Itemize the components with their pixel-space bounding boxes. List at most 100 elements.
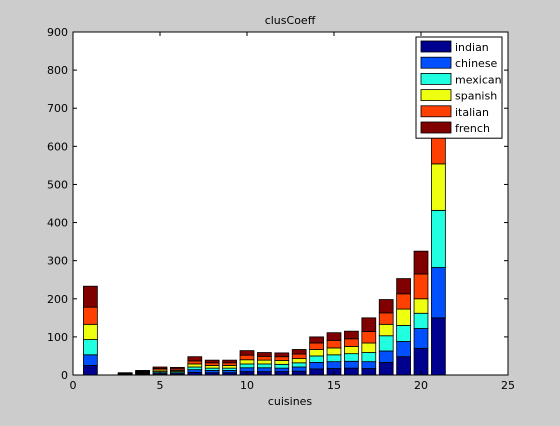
bar-segment-french-16 (344, 331, 358, 339)
y-tick-label: 200 (47, 293, 68, 306)
bar-segment-spanish-8 (205, 365, 219, 368)
chart-title: clusCoeff (265, 14, 316, 27)
bar-segment-italian-15 (327, 340, 341, 348)
bar-segment-indian-21 (431, 318, 445, 375)
bar-segment-indian-17 (362, 369, 376, 375)
bar-segment-french-19 (397, 279, 411, 294)
bar-segment-chinese-12 (275, 368, 289, 371)
bar-segment-mexican-18 (379, 336, 393, 351)
bar-segment-indian-11 (257, 372, 271, 375)
bar-segment-french-9 (223, 360, 237, 363)
y-tick-label: 700 (47, 102, 68, 115)
bar-segment-french-10 (240, 351, 254, 356)
bar-segment-spanish-14 (310, 349, 324, 355)
bar-segment-mexican-11 (257, 364, 271, 368)
bar-segment-indian-13 (292, 371, 306, 375)
bar-segment-chinese-17 (362, 362, 376, 369)
bar-segment-italian-14 (310, 343, 324, 349)
y-tick-label: 300 (47, 255, 68, 268)
x-tick-label: 15 (327, 379, 341, 392)
bar-segment-spanish-12 (275, 361, 289, 365)
bar-segment-mexican-20 (414, 313, 428, 328)
y-tick-label: 600 (47, 140, 68, 153)
bar-segment-italian-16 (344, 339, 358, 347)
bar-segment-chinese-18 (379, 351, 393, 362)
y-tick-label: 900 (47, 26, 68, 39)
legend-swatch-spanish (421, 90, 451, 101)
bar-segment-chinese-16 (344, 361, 358, 368)
bar-segment-spanish-10 (240, 360, 254, 364)
bar-segment-spanish-16 (344, 346, 358, 353)
bar-segment-italian-1 (83, 307, 97, 324)
x-tick-label: 5 (157, 379, 164, 392)
bar-segment-mexican-12 (275, 364, 289, 368)
bar-segment-french-20 (414, 251, 428, 274)
legend-label-indian: indian (455, 41, 489, 54)
legend-label-french: french (455, 122, 490, 135)
bar-segment-mexican-10 (240, 364, 254, 368)
bar-segment-french-15 (327, 333, 341, 341)
bar-segment-spanish-7 (188, 364, 202, 367)
bar-segment-italian-9 (223, 363, 237, 366)
bar-segment-mexican-19 (397, 325, 411, 341)
bar-segment-spanish-18 (379, 324, 393, 335)
bar-segment-french-6 (170, 367, 184, 369)
bar-segment-italian-19 (397, 294, 411, 309)
bar-segment-french-11 (257, 353, 271, 357)
legend-swatch-chinese (421, 57, 451, 68)
bar-segment-french-8 (205, 360, 219, 363)
bar-segment-mexican-15 (327, 355, 341, 362)
bar-segment-french-12 (275, 353, 289, 357)
bar-segment-indian-16 (344, 368, 358, 375)
y-tick-label: 0 (61, 369, 68, 382)
bar-segment-indian-19 (397, 357, 411, 375)
y-tick-label: 500 (47, 178, 68, 191)
bar-segment-italian-8 (205, 363, 219, 366)
y-tick-label: 100 (47, 331, 68, 344)
bar-segment-italian-10 (240, 355, 254, 360)
bar-segment-italian-13 (292, 354, 306, 359)
x-tick-label: 25 (501, 379, 515, 392)
bar-segment-indian-18 (379, 362, 393, 375)
bar-segment-french-1 (83, 286, 97, 307)
bar-segment-spanish-20 (414, 299, 428, 313)
bar-segment-mexican-17 (362, 353, 376, 362)
bar-segment-mexican-7 (188, 367, 202, 370)
bar-segment-indian-14 (310, 369, 324, 375)
y-tick-label: 800 (47, 64, 68, 77)
bar-segment-indian-1 (83, 365, 97, 375)
bar-segment-spanish-11 (257, 360, 271, 364)
bar-segment-chinese-15 (327, 362, 341, 369)
bar-segment-chinese-21 (431, 268, 445, 318)
x-tick-label: 10 (240, 379, 254, 392)
bar-segment-mexican-21 (431, 210, 445, 267)
legend-swatch-french (421, 122, 451, 133)
bar-segment-chinese-13 (292, 367, 306, 371)
bar-segment-mexican-14 (310, 356, 324, 362)
bar-segment-french-4 (136, 370, 150, 371)
legend-label-spanish: spanish (455, 90, 497, 103)
legend-label-chinese: chinese (455, 57, 498, 70)
bar-segment-french-17 (362, 318, 376, 332)
bar-segment-italian-20 (414, 274, 428, 299)
bar-segment-chinese-1 (83, 355, 97, 366)
bar-segment-mexican-13 (292, 363, 306, 367)
x-axis-label: cuisines (268, 395, 313, 408)
bar-segment-spanish-15 (327, 348, 341, 355)
bar-segment-chinese-14 (310, 362, 324, 368)
bar-segment-italian-17 (362, 332, 376, 343)
bar-segment-french-13 (292, 349, 306, 354)
legend-swatch-italian (421, 106, 451, 117)
bar-segment-spanish-21 (431, 164, 445, 210)
bar-segment-spanish-9 (223, 365, 237, 368)
x-tick-label: 20 (414, 379, 428, 392)
legend-swatch-mexican (421, 73, 451, 84)
y-tick-label: 400 (47, 217, 68, 230)
bar-segment-spanish-13 (292, 359, 306, 363)
bar-segment-chinese-20 (414, 329, 428, 349)
bar-segment-spanish-19 (397, 309, 411, 325)
bar-segment-french-5 (153, 367, 167, 369)
bar-segment-italian-18 (379, 313, 393, 324)
